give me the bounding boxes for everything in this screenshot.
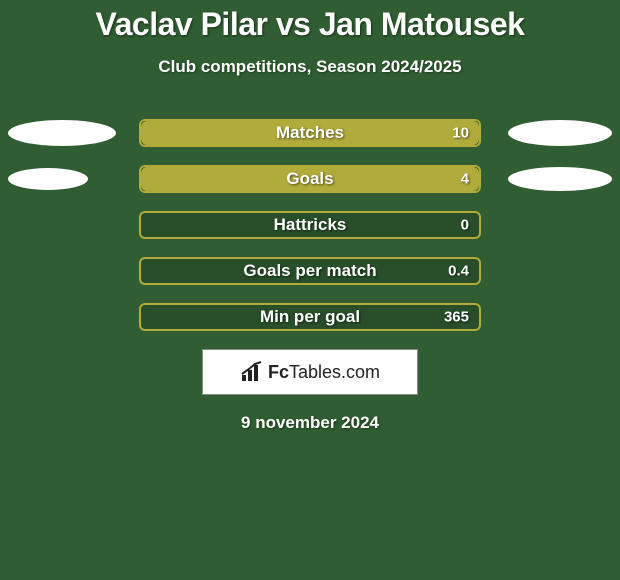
bar-chart-icon-bar [248, 370, 252, 381]
stat-bar: Matches 10 [139, 119, 481, 147]
stat-bar: Hattricks 0 [139, 211, 481, 239]
date-text: 9 november 2024 [0, 413, 620, 433]
logo-text-fc: Fc [268, 362, 289, 382]
logo-text: FcTables.com [268, 362, 380, 383]
comparison-infographic: Vaclav Pilar vs Jan Matousek Club compet… [0, 0, 620, 580]
stat-bar: Goals per match 0.4 [139, 257, 481, 285]
logo-text-tables: Tables [289, 362, 341, 382]
stat-value: 4 [461, 171, 469, 188]
player-right-oval [508, 120, 612, 146]
bar-chart-icon-bar [254, 365, 258, 381]
page-title: Vaclav Pilar vs Jan Matousek [0, 6, 620, 43]
stat-label: Matches [276, 123, 344, 143]
player-right-oval [508, 167, 612, 191]
stat-bar: Min per goal 365 [139, 303, 481, 331]
player-left-oval [8, 120, 116, 146]
bar-chart-icon [240, 361, 264, 383]
bar-chart-icon-bar [242, 375, 246, 381]
page-subtitle: Club competitions, Season 2024/2025 [0, 57, 620, 77]
stat-bar: Goals 4 [139, 165, 481, 193]
player-left-oval [8, 168, 88, 190]
logo-text-suffix: .com [341, 362, 380, 382]
stat-rows: Matches 10 Goals 4 Hattricks 0 Goals per match… [0, 119, 620, 331]
stat-value: 0 [461, 217, 469, 234]
stat-label: Min per goal [260, 307, 360, 327]
logo-box: FcTables.com [202, 349, 418, 395]
stat-row: Goals per match 0.4 [0, 257, 620, 285]
stat-label: Goals [286, 169, 333, 189]
stat-row: Hattricks 0 [0, 211, 620, 239]
stat-row: Min per goal 365 [0, 303, 620, 331]
stat-label: Goals per match [243, 261, 376, 281]
stat-label: Hattricks [274, 215, 347, 235]
stat-value: 365 [444, 309, 469, 326]
stat-row: Goals 4 [0, 165, 620, 193]
stat-value: 0.4 [448, 263, 469, 280]
stat-value: 10 [452, 125, 469, 142]
stat-row: Matches 10 [0, 119, 620, 147]
